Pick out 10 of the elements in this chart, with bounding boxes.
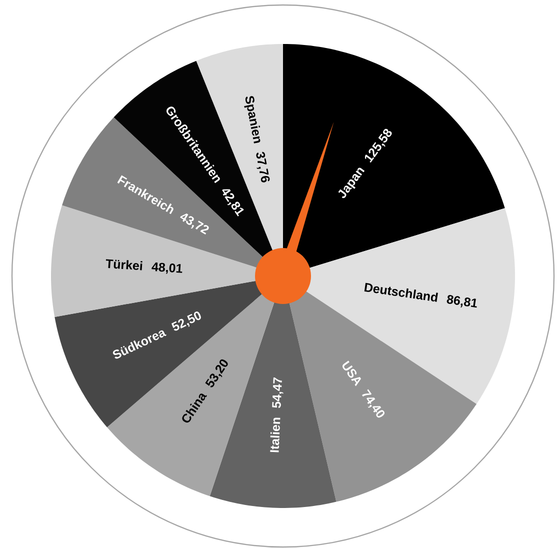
slice-label: Spanien: [244, 96, 260, 144]
data-label: 54,47: [272, 377, 284, 408]
data-label: 52,50: [171, 312, 201, 331]
data-label: 86,81: [446, 295, 477, 308]
slice-label: Türkei: [106, 259, 142, 270]
data-label: 48,01: [152, 262, 182, 274]
slice-label: Italien: [270, 418, 280, 452]
slice-label: Deutschland: [364, 282, 438, 302]
data-label: 43,72: [180, 214, 209, 234]
data-label: 37,76: [256, 152, 270, 182]
